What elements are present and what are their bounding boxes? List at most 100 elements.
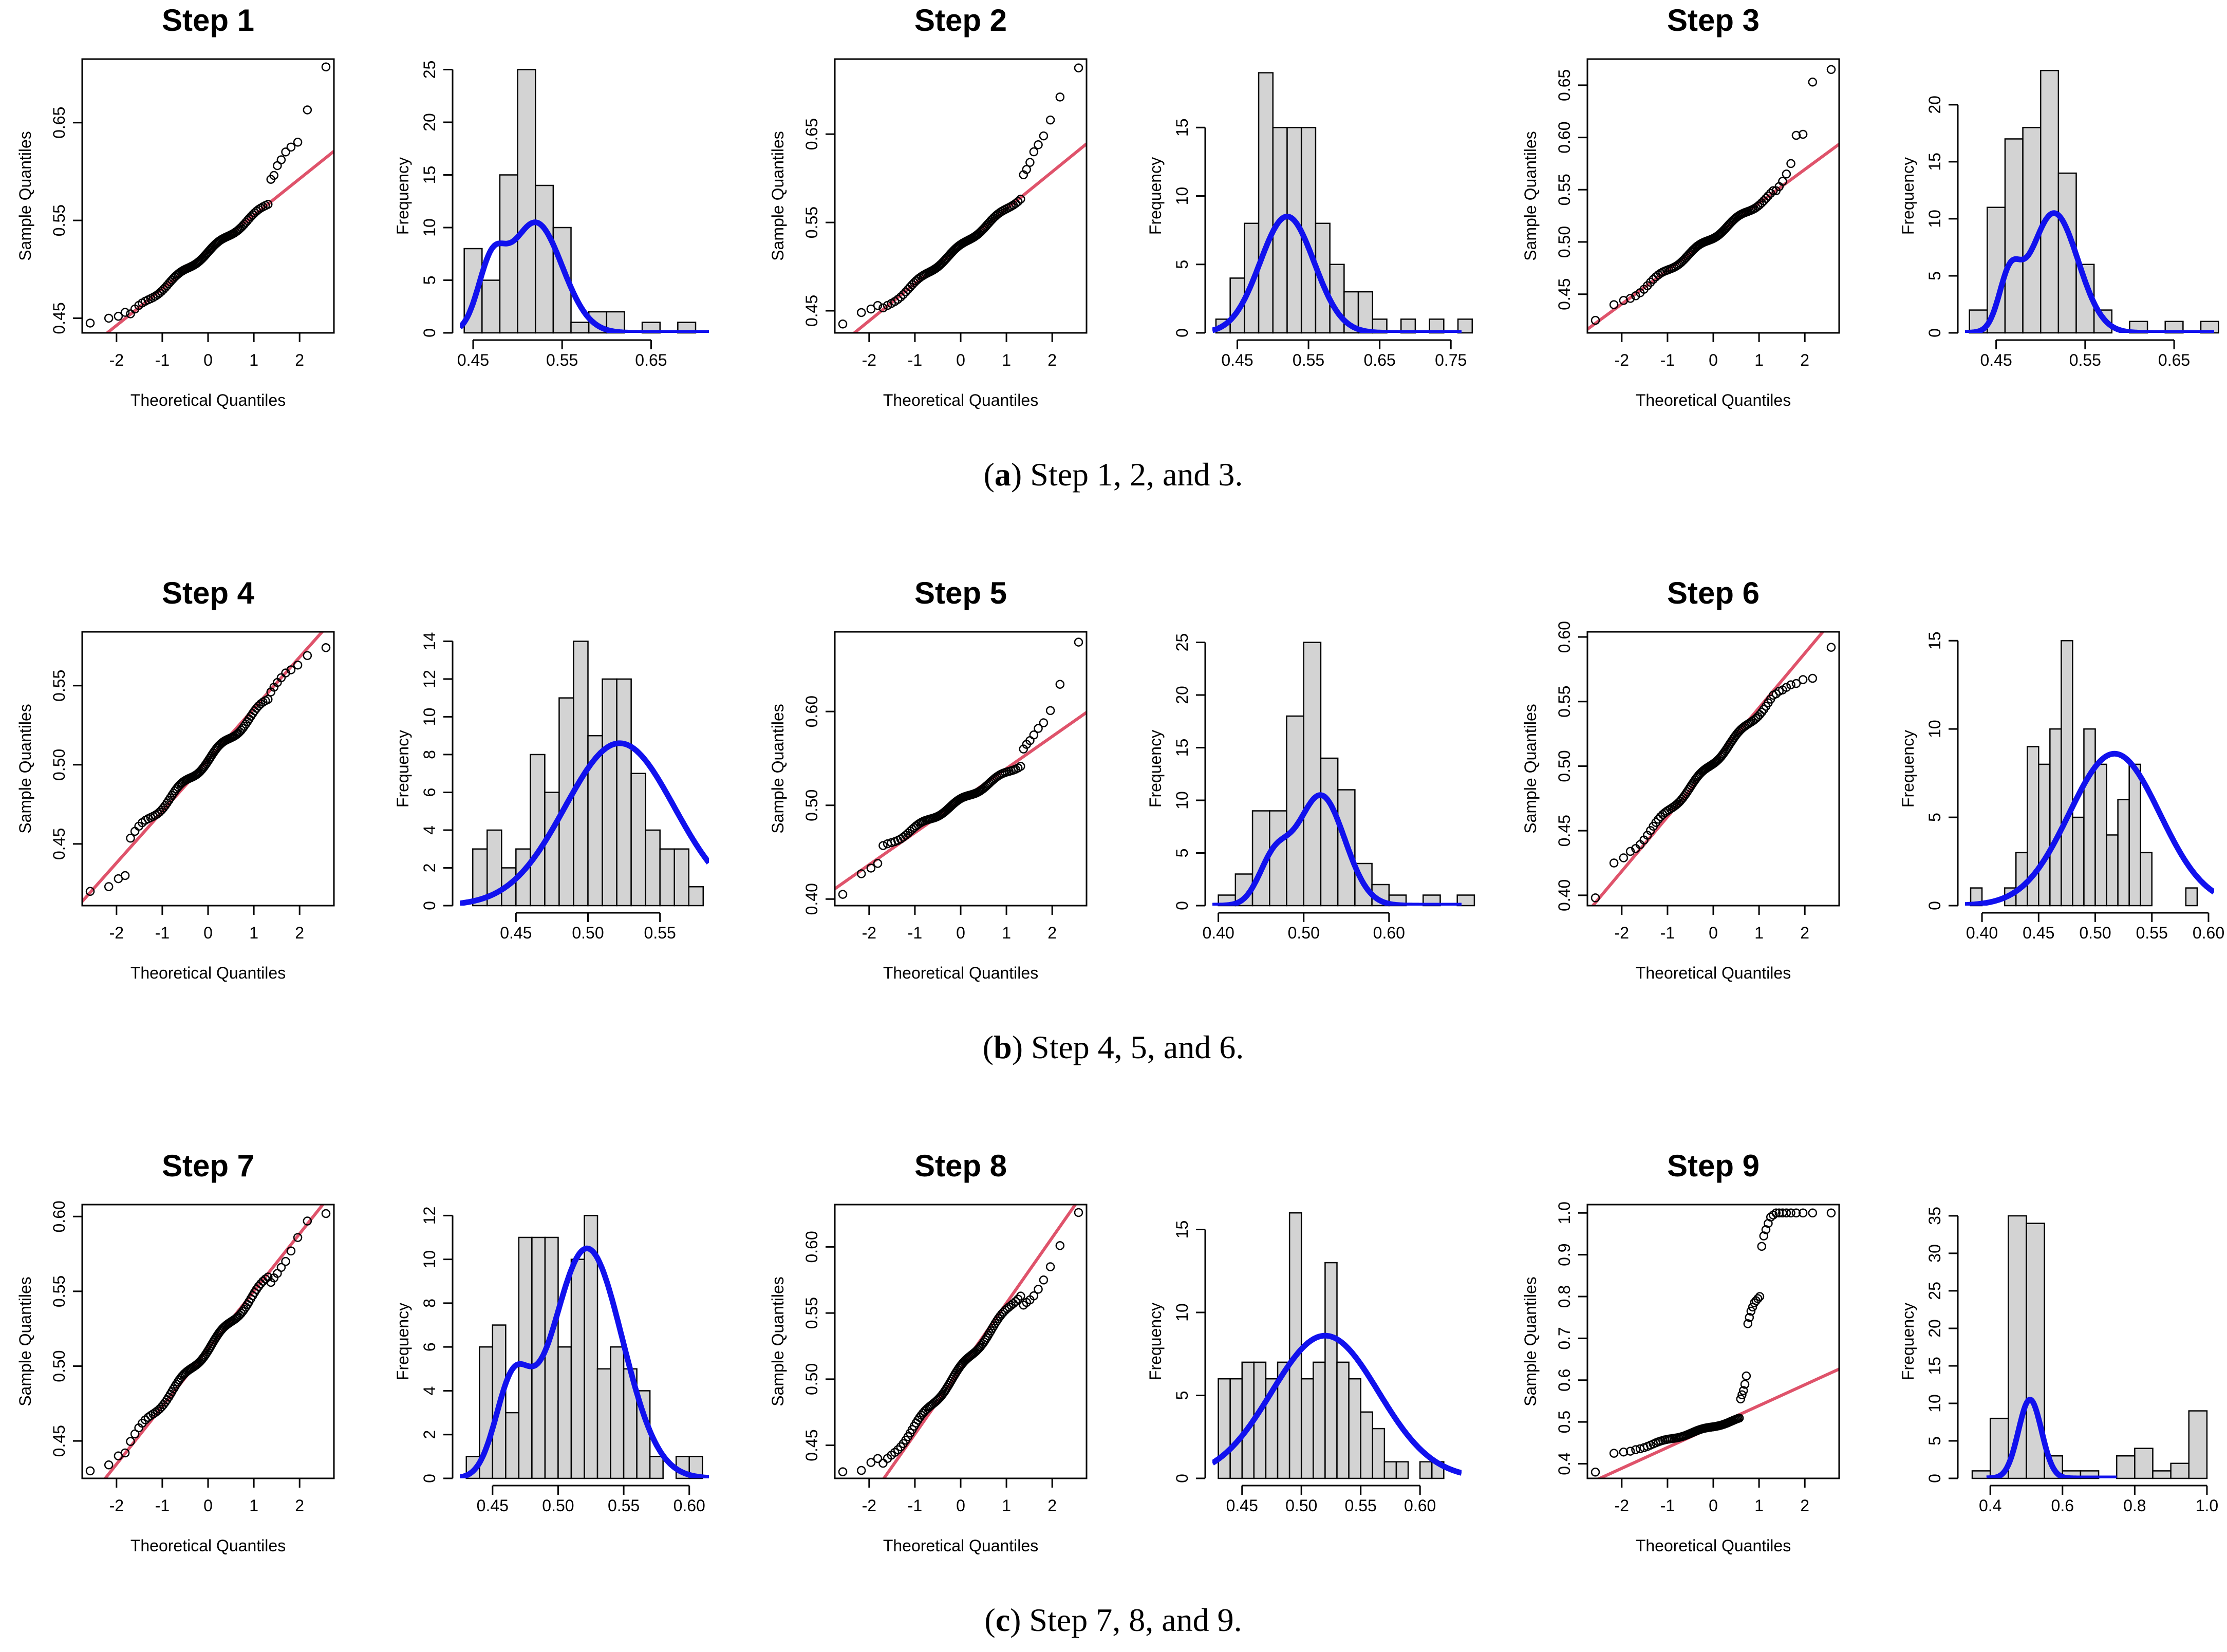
qq-point: [1672, 799, 1682, 809]
y-axis-label: Frequency: [394, 730, 412, 808]
qq-title: Step 8: [914, 1149, 1007, 1183]
qq-point: [303, 105, 312, 115]
qq-title: Step 1: [162, 3, 254, 37]
x-tick-label: 0.45: [2023, 924, 2054, 942]
qq-point: [1045, 1262, 1055, 1271]
x-axis: 0.4 0.6 0.8 1.0: [1979, 1485, 2218, 1515]
y-tick-label: 25: [420, 61, 439, 79]
qq-point: [1029, 730, 1039, 740]
y-tick-label: 0.45: [50, 302, 68, 334]
x-tick-label: 0.60: [2193, 924, 2224, 942]
caption-c: (c) Step 7, 8, and 9.: [984, 1602, 1242, 1638]
density-curve: [1212, 214, 1462, 333]
y-tick-label: 15: [1173, 1221, 1191, 1239]
x-tick-label: 0.55: [644, 924, 676, 942]
y-axis: 0 5 10 15 20 25: [1173, 633, 1206, 910]
qq-point: [1609, 300, 1619, 309]
y-tick-label: 14: [420, 632, 439, 651]
chart-17-qq: Step 9 -2 -1 0 1 2 Theoretical Quantiles 0.4 0.5…: [1521, 1149, 1840, 1555]
y-axis: 0 5 10 15: [1173, 1221, 1206, 1483]
histogram-bar: [530, 754, 546, 907]
y-tick-label: 0.50: [1555, 226, 1574, 258]
x-tick-label: 1: [249, 924, 258, 942]
histogram-bar: [481, 279, 501, 334]
y-tick-label: 10: [1173, 791, 1191, 810]
y-tick-label: 0.45: [802, 295, 821, 327]
qq-point: [1019, 744, 1028, 754]
histogram-bar: [1324, 1262, 1338, 1479]
y-tick-label: 15: [1925, 153, 1944, 171]
x-axis: 0.40 0.50 0.60: [1202, 912, 1405, 942]
histogram-bar: [596, 1368, 611, 1479]
y-tick-label: 0.45: [50, 1425, 68, 1457]
x-tick-label: 2: [1800, 351, 1809, 369]
x-tick-label: 0: [956, 351, 965, 369]
histogram-bar: [499, 174, 518, 334]
y-tick-label: 10: [1925, 210, 1944, 228]
y-axis-label: Sample Quantiles: [16, 1276, 34, 1406]
x-tick-label: -1: [908, 351, 922, 369]
density-curve: [1212, 1332, 1462, 1476]
x-axis: 0.45 0.50 0.55: [500, 912, 676, 942]
histogram-bar: [616, 678, 632, 907]
x-tick-label: 0.65: [635, 351, 667, 369]
y-tick-label: 2: [420, 1430, 439, 1439]
x-tick-label: 0.45: [1980, 351, 2012, 369]
x-tick-label: 0.50: [1285, 1496, 1317, 1515]
histogram-bar: [570, 1259, 585, 1479]
y-tick-label: 20: [420, 113, 439, 132]
histogram-bars: [1970, 640, 2198, 907]
x-tick-label: 0.45: [457, 351, 489, 369]
y-axis-label: Frequency: [1899, 730, 1917, 808]
density-curve: [1965, 210, 2214, 333]
chart-2-histogram: 0.45 0.55 0.65 0 5 10 15 20 25 Frequency: [394, 61, 709, 369]
qq-title: Step 6: [1667, 576, 1760, 610]
x-tick-label: -1: [1660, 924, 1675, 942]
qq-point: [1039, 131, 1049, 141]
qq-point: [264, 200, 273, 209]
histogram-bar: [1348, 1378, 1361, 1479]
qq-point: [321, 62, 331, 71]
y-tick-label: 4: [420, 1386, 439, 1396]
qq-point: [1619, 853, 1629, 862]
qq-point: [1782, 1208, 1791, 1218]
x-tick-label: 2: [1047, 1496, 1057, 1515]
x-tick-label: 0: [956, 924, 965, 942]
y-axis: 0 2 4 6 8 10 12: [420, 1207, 454, 1483]
y-tick-label: 8: [420, 1299, 439, 1308]
x-tick-label: -2: [109, 351, 124, 369]
x-tick-label: 2: [1800, 1496, 1809, 1515]
qq-point: [1771, 1208, 1781, 1218]
y-tick-label: 10: [420, 708, 439, 726]
qq-point: [85, 887, 95, 896]
qq-point: [893, 295, 903, 304]
x-tick-label: 0.50: [2079, 924, 2111, 942]
y-axis-label: Frequency: [1146, 730, 1165, 808]
y-tick-label: 0.45: [1555, 815, 1574, 847]
x-tick-label: -1: [1660, 351, 1675, 369]
qq-title: Step 9: [1667, 1149, 1760, 1183]
qq-point: [878, 841, 888, 850]
x-axis: 0.40 0.45 0.50 0.55 0.60: [1966, 912, 2224, 942]
x-tick-label: 0.4: [1979, 1496, 2001, 1515]
qq-point: [1782, 683, 1791, 692]
x-tick-label: -2: [1615, 1496, 1629, 1515]
x-tick-label: 1: [249, 351, 258, 369]
y-tick-label: 0.55: [802, 206, 821, 238]
y-tick-label: 10: [1925, 1394, 1944, 1413]
qq-point: [264, 1272, 273, 1282]
qq-point: [266, 687, 276, 697]
y-tick-label: 8: [420, 750, 439, 759]
y-tick-label: 0.60: [50, 1200, 68, 1232]
x-tick-label: 0.8: [2123, 1496, 2146, 1515]
x-axis: -2 -1 0 1 2: [862, 1478, 1057, 1515]
y-tick-label: 0.45: [50, 828, 68, 860]
y-axis: 0 2 4 6 8 10 12 14: [420, 632, 454, 910]
histogram-bar: [2106, 834, 2119, 907]
qq-point: [1590, 893, 1600, 903]
qq-point: [1643, 831, 1652, 840]
